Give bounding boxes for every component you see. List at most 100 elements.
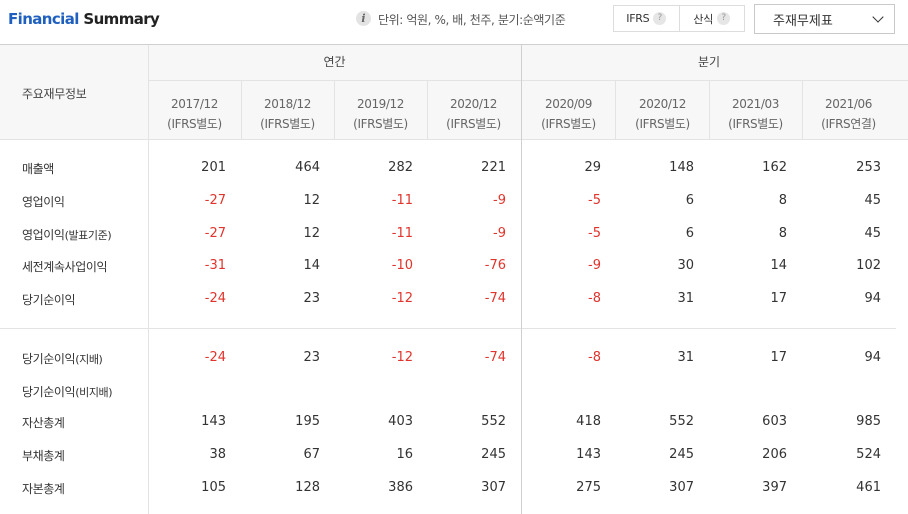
statement-type-select[interactable]: 주재무제표 <box>754 4 895 34</box>
table-cell: -27 <box>204 226 226 241</box>
table-cell: -8 <box>588 350 601 365</box>
period-header: 2021/03 (IFRS별도) <box>709 94 802 134</box>
table-cell: 162 <box>762 160 787 175</box>
period-basis: (IFRS별도) <box>635 117 690 131</box>
row-label-text: 당기순이익 <box>22 385 76 399</box>
period-basis: (IFRS별도) <box>167 117 222 131</box>
table-cell: 6 <box>685 193 694 208</box>
row-label-text: 자본총계 <box>22 482 65 496</box>
table-cell: -9 <box>588 258 601 273</box>
table-cell: 143 <box>576 447 601 462</box>
annual-quarter-divider <box>521 45 522 514</box>
table-cell: 45 <box>864 226 881 241</box>
table-cell: -27 <box>204 193 226 208</box>
table-cell: 14 <box>770 258 787 273</box>
row-label-qualifier: (비지배) <box>75 386 113 399</box>
table-header-background <box>0 45 908 139</box>
table-cell: -31 <box>204 258 226 273</box>
table-cell: 8 <box>778 226 787 241</box>
table-cell: 386 <box>388 480 413 495</box>
quarter-group-header: 분기 <box>697 55 721 69</box>
row-label: 당기순이익(비지배) <box>22 383 113 400</box>
row-label-text: 자산총계 <box>22 416 65 430</box>
ifrs-help-icon[interactable]: ? <box>653 12 667 25</box>
table-cell: 23 <box>303 350 320 365</box>
formula-help-icon[interactable]: ? <box>717 12 731 25</box>
period-date: 2020/12 <box>449 97 498 111</box>
row-label-text: 당기순이익 <box>22 352 76 366</box>
ifrs-toggle-button[interactable]: IFRS ? <box>614 6 679 31</box>
table-cell: 464 <box>295 160 320 175</box>
table-cell: 30 <box>677 258 694 273</box>
period-basis: (IFRS별도) <box>541 117 596 131</box>
table-cell: 461 <box>856 480 881 495</box>
table-cell: -74 <box>484 350 506 365</box>
table-cell: -5 <box>588 193 601 208</box>
statement-type-value: 주재무제표 <box>773 13 833 29</box>
column-divider <box>615 81 616 139</box>
table-cell: -10 <box>391 258 413 273</box>
row-label-text: 영업이익 <box>22 228 65 242</box>
row-label: 영업이익 <box>22 193 65 210</box>
table-cell: -5 <box>588 226 601 241</box>
unit-description: 단위: 억원, %, 배, 천주, 분기:순액기준 <box>378 13 566 27</box>
period-basis: (IFRS연결) <box>821 117 876 131</box>
period-date: 2017/12 <box>170 97 219 111</box>
row-label: 당기순이익 <box>22 291 76 308</box>
column-divider <box>802 81 803 139</box>
table-cell: 397 <box>762 480 787 495</box>
table-cell: 221 <box>481 160 506 175</box>
period-date: 2019/12 <box>356 97 405 111</box>
page-title: Financial Summary <box>8 10 160 28</box>
row-label-text: 부채총계 <box>22 449 65 463</box>
row-label: 자산총계 <box>22 414 65 431</box>
info-icon[interactable]: i <box>356 11 371 26</box>
period-header: 2020/09 (IFRS별도) <box>522 94 615 134</box>
table-cell: 418 <box>576 414 601 429</box>
table-top-border <box>0 44 908 45</box>
row-label-qualifier: (지배) <box>75 353 103 366</box>
period-date: 2018/12 <box>263 97 312 111</box>
title-summary: Summary <box>83 10 160 28</box>
period-header: 2018/12 (IFRS별도) <box>241 94 334 134</box>
table-corner-label: 주요재무정보 <box>22 87 87 101</box>
table-cell: 12 <box>303 226 320 241</box>
table-cell: -74 <box>484 291 506 306</box>
section-divider <box>0 328 896 329</box>
row-label-text: 당기순이익 <box>22 293 76 307</box>
row-label: 당기순이익(지배) <box>22 350 103 367</box>
chevron-down-icon <box>872 11 884 23</box>
row-label-text: 세전계속사업이익 <box>22 260 108 274</box>
table-cell: 552 <box>669 414 694 429</box>
table-cell: 552 <box>481 414 506 429</box>
table-cell: 12 <box>303 193 320 208</box>
table-cell: -11 <box>391 226 413 241</box>
column-divider <box>334 81 335 139</box>
formula-toggle-button[interactable]: 산식 ? <box>678 6 745 31</box>
table-cell: 275 <box>576 480 601 495</box>
table-cell: 403 <box>388 414 413 429</box>
table-cell: 307 <box>669 480 694 495</box>
column-divider <box>241 81 242 139</box>
row-label: 세전계속사업이익 <box>22 258 108 275</box>
table-cell: 38 <box>209 447 226 462</box>
period-header: 2021/06 (IFRS연결) <box>802 94 895 134</box>
basis-toggle-group: IFRS ? 산식 ? <box>613 5 745 32</box>
label-column-divider <box>148 45 149 514</box>
table-cell: 253 <box>856 160 881 175</box>
table-cell: -24 <box>204 291 226 306</box>
row-label-text: 매출액 <box>22 162 54 176</box>
table-cell: 14 <box>303 258 320 273</box>
row-label-qualifier: (발표기준) <box>64 229 112 242</box>
table-cell: 128 <box>295 480 320 495</box>
table-cell: -9 <box>493 226 506 241</box>
table-cell: 195 <box>295 414 320 429</box>
table-cell: 206 <box>762 447 787 462</box>
table-cell: 31 <box>677 291 694 306</box>
table-cell: 245 <box>481 447 506 462</box>
table-cell: 201 <box>201 160 226 175</box>
table-cell: -9 <box>493 193 506 208</box>
table-cell: 307 <box>481 480 506 495</box>
table-cell: -11 <box>391 193 413 208</box>
group-header-divider <box>148 80 908 81</box>
